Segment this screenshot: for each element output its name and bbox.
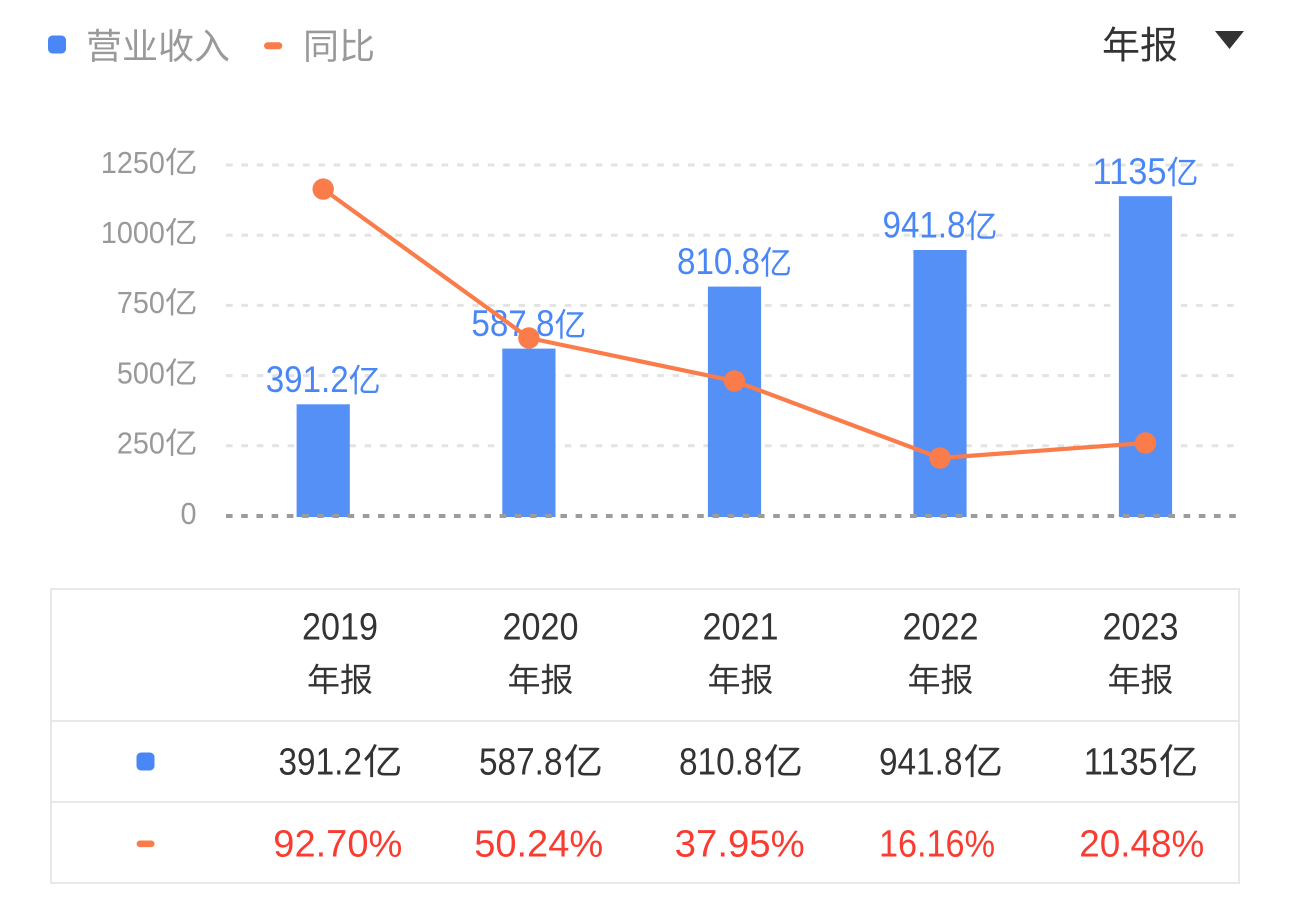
svg-text:16.16%: 16.16%	[879, 824, 995, 866]
svg-text:941.8: 941.8	[879, 741, 963, 783]
svg-text:810.8: 810.8	[679, 741, 763, 783]
svg-text:587.8: 587.8	[471, 303, 554, 344]
svg-text:810.8: 810.8	[677, 241, 760, 282]
svg-text:2020: 2020	[503, 607, 579, 649]
svg-text:2019: 2019	[302, 607, 378, 649]
svg-text:587.8: 587.8	[479, 741, 563, 783]
svg-text:37.95%: 37.95%	[675, 824, 805, 866]
svg-text:92.70%: 92.70%	[273, 824, 402, 866]
svg-text:2021: 2021	[703, 607, 779, 649]
svg-text:2022: 2022	[903, 607, 979, 649]
svg-text:0: 0	[181, 496, 197, 531]
svg-text:20.48%: 20.48%	[1079, 824, 1204, 866]
svg-text:50.24%: 50.24%	[474, 824, 603, 866]
svg-text:500: 500	[117, 355, 165, 390]
svg-text:391.2: 391.2	[266, 359, 349, 400]
svg-text:1000: 1000	[101, 215, 165, 250]
svg-text:2023: 2023	[1103, 607, 1179, 649]
svg-text:1250: 1250	[101, 145, 165, 180]
svg-text:1135: 1135	[1084, 741, 1158, 783]
svg-text:250: 250	[117, 426, 165, 461]
svg-text:941.8: 941.8	[883, 205, 966, 246]
svg-text:1135: 1135	[1093, 151, 1167, 192]
svg-text:750: 750	[117, 285, 165, 320]
svg-text:391.2: 391.2	[279, 741, 363, 783]
